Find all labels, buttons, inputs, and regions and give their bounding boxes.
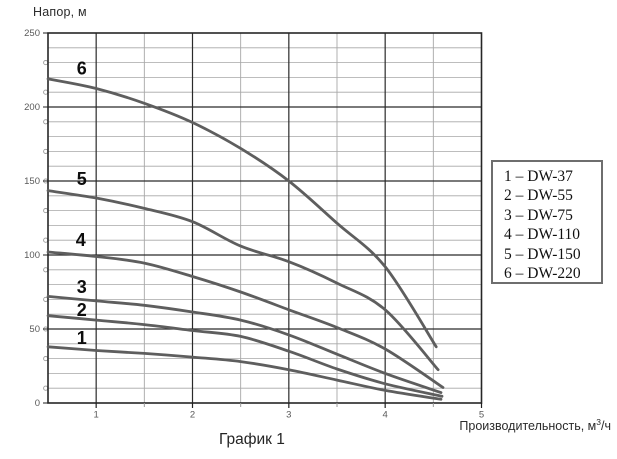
plot-border (47, 32, 483, 404)
y-tick-label: 50 (29, 324, 40, 335)
curve-label-3: 3 (77, 277, 87, 297)
y-axis-title: Напор, м (33, 5, 87, 19)
curve-labels: 1 2 3 4 5 6 (76, 59, 87, 348)
x-axis-title-text: Производительность, м (459, 419, 597, 433)
x-tick-label: 4 (383, 410, 388, 421)
legend-item: 2 – DW-55 (504, 187, 573, 205)
x-axis-title-superscript: 3 (596, 416, 601, 427)
y-tick-label: 0 (35, 398, 40, 409)
grid-minor (48, 33, 482, 403)
pump-curves (46, 77, 445, 401)
curve-DW-37 (46, 345, 443, 401)
curve-DW-110 (46, 250, 445, 389)
x-axis-ticks: 1 2 3 4 5 (94, 403, 484, 421)
x-tick-label: 3 (286, 410, 291, 421)
curve-DW-75 (46, 295, 443, 394)
legend-item: 1 – DW-37 (504, 168, 573, 185)
legend-item: 6 – DW-220 (504, 265, 581, 283)
curve-DW-55 (46, 314, 444, 398)
curve-label-6: 6 (77, 59, 87, 79)
legend-item: 5 – DW-150 (504, 245, 581, 263)
x-axis-title: Производительность, м3/ч (459, 416, 611, 433)
chart-caption: График 1 (219, 431, 285, 448)
x-tick-label: 1 (94, 410, 99, 421)
legend-item: 3 – DW-75 (504, 206, 573, 224)
curve-label-2: 2 (77, 300, 87, 320)
curve-DW-220 (46, 77, 438, 349)
grid-major (48, 33, 482, 403)
x-axis-title-unit: /ч (601, 419, 611, 433)
y-tick-label: 100 (24, 250, 40, 261)
curve-DW-150 (46, 189, 440, 372)
curve-label-5: 5 (77, 169, 87, 189)
y-tick-label: 200 (24, 102, 40, 113)
x-tick-label: 5 (479, 410, 484, 421)
axis-decor-circles (43, 60, 49, 391)
curve-label-4: 4 (76, 230, 86, 250)
legend-box: 1 – DW-37 2 – DW-55 3 – DW-75 4 – DW-110 5 –… (491, 160, 603, 284)
curve-label-1: 1 (77, 328, 87, 348)
legend-item: 4 – DW-110 (504, 226, 581, 244)
y-tick-label: 150 (24, 176, 40, 187)
y-tick-label: 250 (24, 28, 40, 39)
x-tick-label: 2 (190, 410, 195, 421)
y-axis-ticks: 0 50 100 150 200 250 (24, 28, 48, 409)
